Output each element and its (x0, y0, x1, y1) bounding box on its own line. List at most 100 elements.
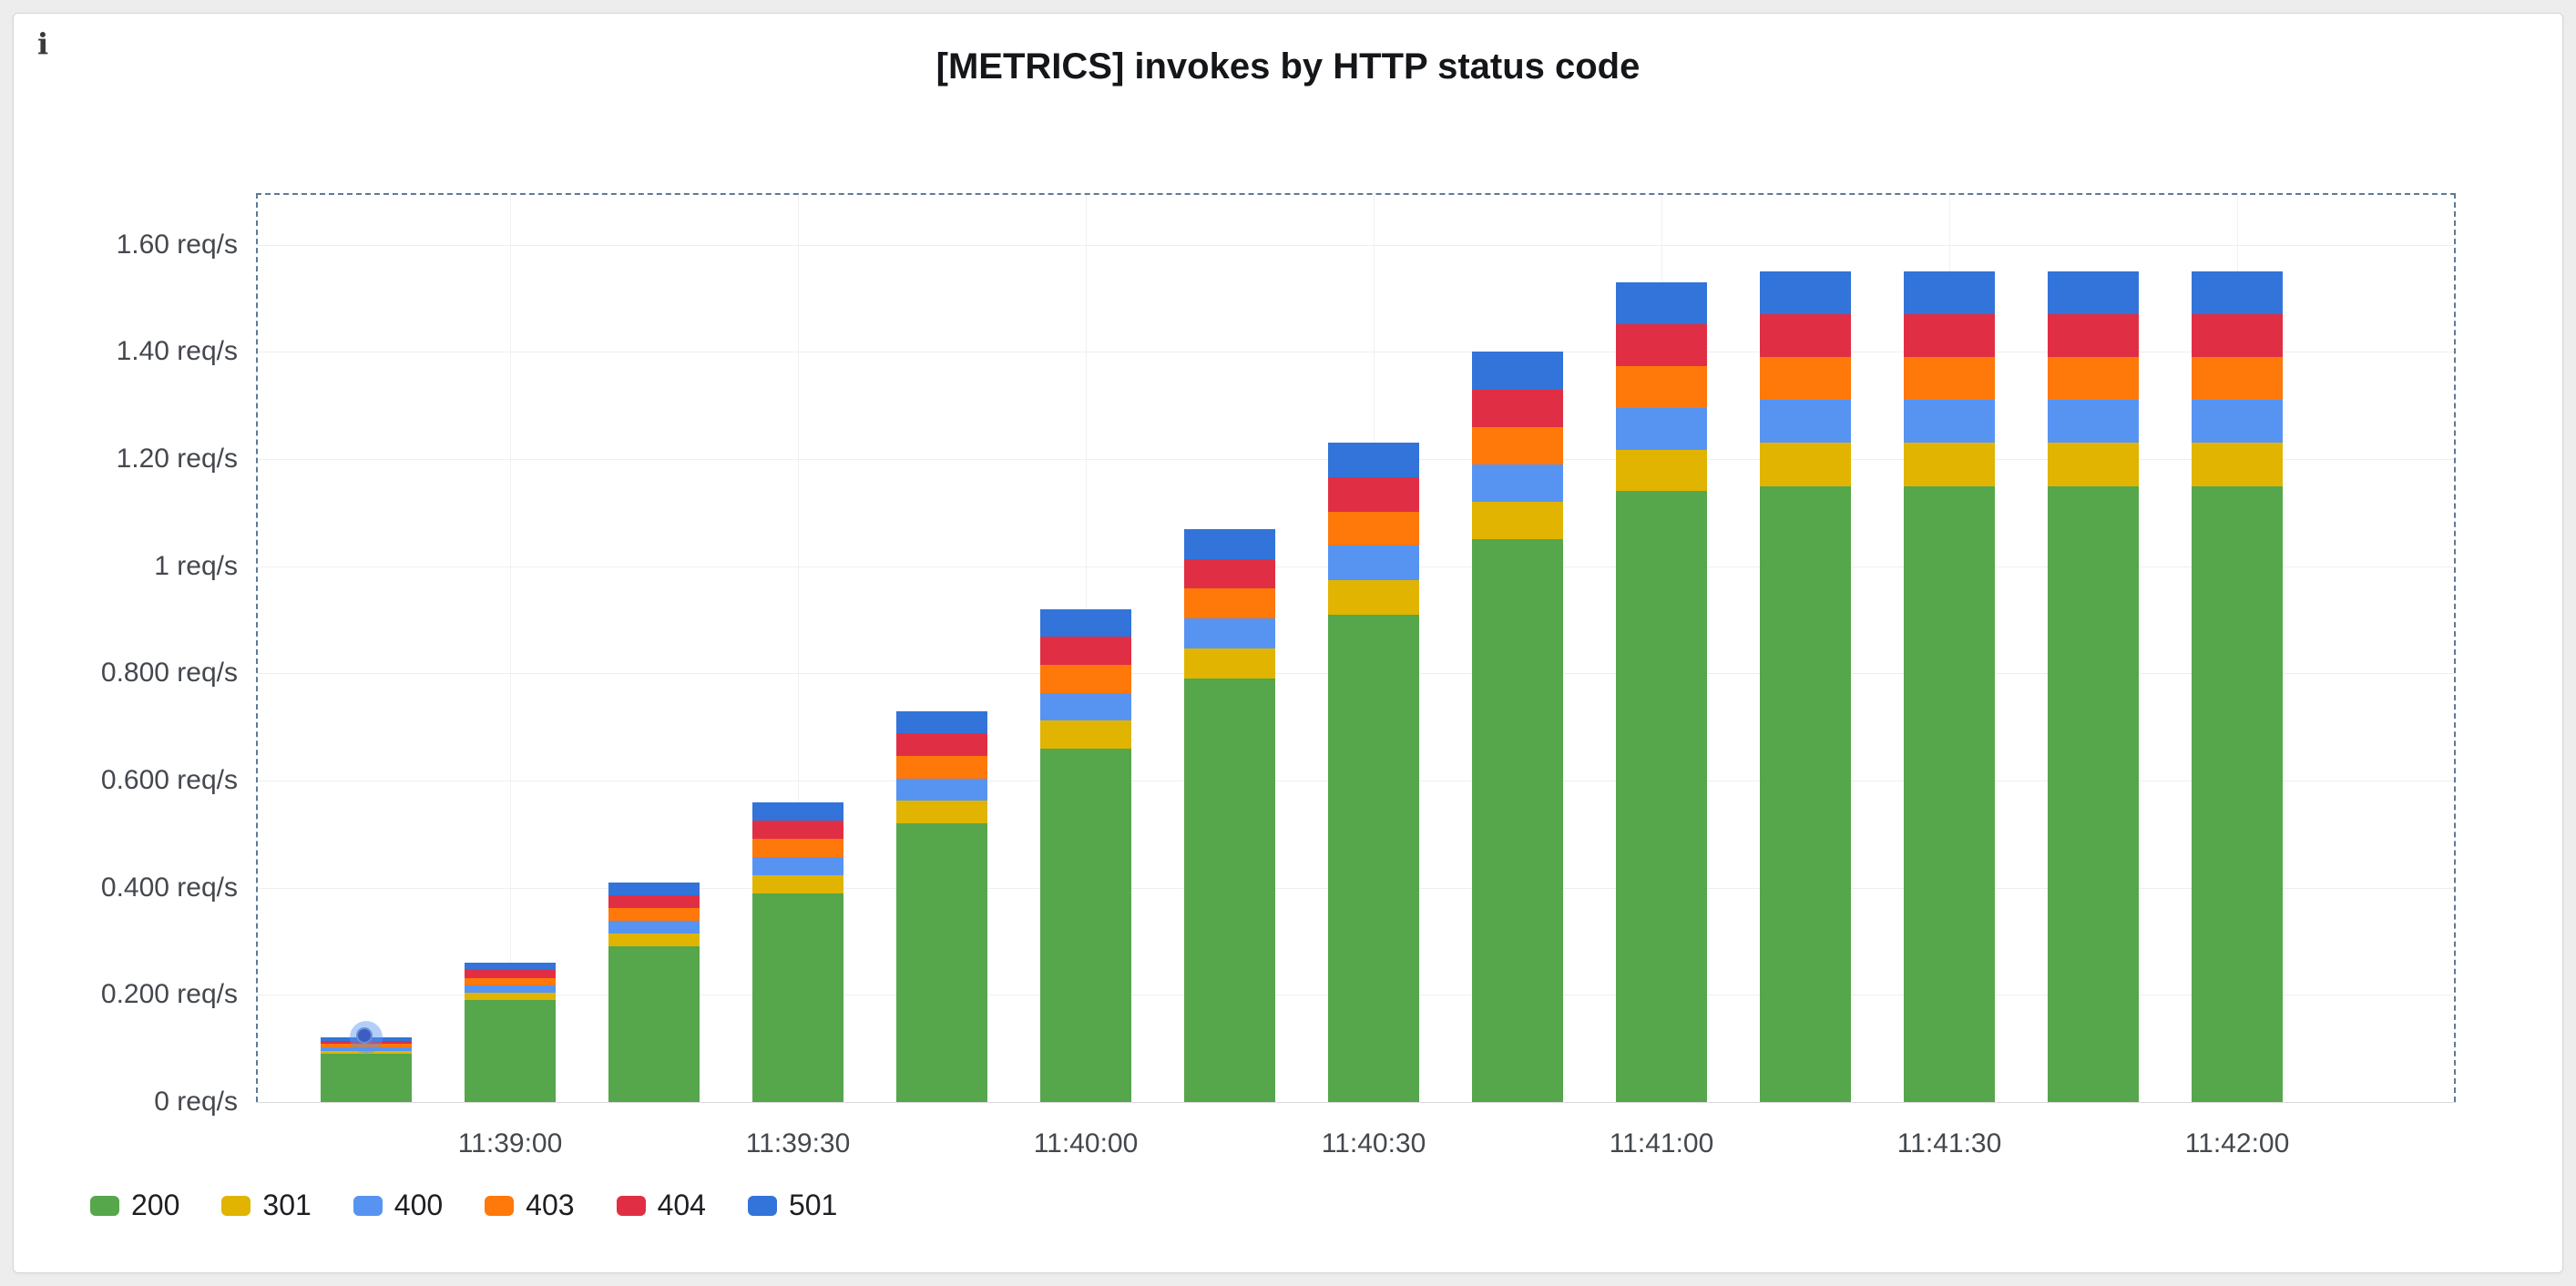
x-axis-label: 11:42:00 (2184, 1128, 2290, 1158)
bar-segment-404[interactable] (1904, 314, 1995, 358)
legend-item-400[interactable]: 400 (353, 1189, 443, 1222)
bar-segment-404[interactable] (1328, 477, 1419, 512)
x-axis-label: 11:40:30 (1321, 1128, 1426, 1158)
bar-segment-404[interactable] (1616, 323, 1707, 366)
bar-segment-301[interactable] (1760, 443, 1851, 486)
bar-segment-200[interactable] (896, 823, 987, 1102)
bar-segment-501[interactable] (1616, 282, 1707, 324)
bar-segment-404[interactable] (1472, 389, 1563, 427)
bar-segment-200[interactable] (752, 893, 843, 1102)
bar-segment-400[interactable] (1904, 400, 1995, 444)
bar-segment-301[interactable] (1616, 449, 1707, 492)
bar-segment-501[interactable] (1904, 271, 1995, 315)
bar-segment-403[interactable] (2048, 357, 2139, 401)
legend-swatch (485, 1195, 515, 1216)
bar-segment-403[interactable] (1040, 665, 1131, 693)
bar-segment-200[interactable] (1904, 485, 1995, 1102)
x-axis-label: 11:40:00 (1033, 1128, 1139, 1158)
legend-item-501[interactable]: 501 (747, 1189, 837, 1222)
bar-segment-403[interactable] (1760, 357, 1851, 401)
bar-segment-403[interactable] (2192, 357, 2283, 401)
legend-label: 403 (526, 1189, 575, 1221)
bar-segment-200[interactable] (1472, 539, 1563, 1102)
bar-segment-400[interactable] (465, 985, 556, 993)
bar-segment-403[interactable] (896, 756, 987, 779)
bar-segment-404[interactable] (465, 970, 556, 978)
bar-segment-404[interactable] (1184, 558, 1275, 589)
legend-item-404[interactable]: 404 (616, 1189, 706, 1222)
bar-segment-501[interactable] (2048, 271, 2139, 315)
bar-segment-301[interactable] (465, 993, 556, 1001)
panel-title[interactable]: [METRICS] invokes by HTTP status code (935, 46, 1641, 87)
bar-segment-501[interactable] (1184, 528, 1275, 559)
bar-segment-200[interactable] (1616, 491, 1707, 1102)
bar-segment-501[interactable] (608, 882, 700, 895)
bar-segment-301[interactable] (2192, 443, 2283, 486)
bar-segment-400[interactable] (1472, 464, 1563, 503)
bar-segment-403[interactable] (1328, 511, 1419, 546)
bar-segment-403[interactable] (1616, 365, 1707, 408)
bar-segment-200[interactable] (2048, 485, 2139, 1102)
bar-segment-404[interactable] (608, 894, 700, 909)
bar-segment-200[interactable] (2192, 485, 2283, 1102)
info-icon[interactable]: i (37, 26, 49, 61)
bar-segment-301[interactable] (2048, 443, 2139, 486)
bar-segment-501[interactable] (1328, 443, 1419, 478)
bar-segment-301[interactable] (608, 934, 700, 947)
bar-segment-403[interactable] (752, 838, 843, 857)
bar-segment-200[interactable] (608, 946, 700, 1102)
bar-segment-400[interactable] (1328, 546, 1419, 581)
bar-segment-301[interactable] (321, 1050, 412, 1055)
bar-segment-400[interactable] (1616, 407, 1707, 450)
bar-segment-400[interactable] (896, 778, 987, 801)
legend-item-301[interactable]: 301 (221, 1189, 312, 1222)
bar-segment-501[interactable] (1472, 352, 1563, 390)
bar-segment-400[interactable] (2048, 400, 2139, 444)
bar-segment-501[interactable] (752, 801, 843, 821)
x-axis-label: 11:39:30 (745, 1128, 851, 1158)
y-axis-label: 1.60 req/s (116, 229, 238, 260)
bar-segment-400[interactable] (752, 856, 843, 875)
bar-segment-301[interactable] (896, 801, 987, 824)
bar-segment-403[interactable] (1904, 357, 1995, 401)
bar-segment-200[interactable] (465, 1000, 556, 1102)
bar-segment-400[interactable] (1184, 618, 1275, 649)
legend-item-200[interactable]: 200 (90, 1189, 179, 1222)
bar-segment-404[interactable] (752, 820, 843, 839)
bar-segment-301[interactable] (1328, 580, 1419, 615)
bar-segment-404[interactable] (2048, 314, 2139, 358)
bar-segment-403[interactable] (1472, 426, 1563, 464)
bar-segment-501[interactable] (1040, 608, 1131, 638)
bar-segment-403[interactable] (465, 977, 556, 985)
bar-segment-404[interactable] (1040, 637, 1131, 665)
bar-segment-200[interactable] (1040, 748, 1131, 1102)
bar-segment-501[interactable] (896, 710, 987, 734)
bar-segment-404[interactable] (896, 733, 987, 756)
bar-segment-501[interactable] (1760, 271, 1851, 315)
bar-segment-404[interactable] (2192, 314, 2283, 358)
bar-segment-301[interactable] (1904, 443, 1995, 486)
bar-segment-400[interactable] (2192, 400, 2283, 444)
bar-segment-301[interactable] (752, 874, 843, 893)
bar-segment-400[interactable] (1040, 692, 1131, 721)
bar-segment-501[interactable] (465, 963, 556, 971)
bar-segment-200[interactable] (1328, 614, 1419, 1102)
bar-segment-301[interactable] (1472, 502, 1563, 540)
bar-segment-403[interactable] (321, 1044, 412, 1047)
bar-segment-400[interactable] (1760, 400, 1851, 444)
bar-segment-301[interactable] (1040, 720, 1131, 749)
chart-area: 0 req/s 0.200 req/s 0.400 req/s 0.600 req/s… (14, 14, 2562, 1272)
x-axis-label: 11:41:30 (1896, 1128, 2002, 1158)
bar-segment-400[interactable] (321, 1047, 412, 1051)
bar-segment-200[interactable] (1760, 485, 1851, 1102)
bar-segment-403[interactable] (1184, 588, 1275, 619)
bar-segment-200[interactable] (321, 1054, 412, 1102)
bar-segment-400[interactable] (608, 921, 700, 934)
bar-segment-404[interactable] (1760, 314, 1851, 358)
bar-segment-501[interactable] (2192, 271, 2283, 315)
bar-segment-403[interactable] (608, 908, 700, 922)
legend-item-403[interactable]: 403 (485, 1189, 575, 1222)
bar-segment-301[interactable] (1184, 648, 1275, 679)
bar-segment-200[interactable] (1184, 679, 1275, 1102)
legend-swatch (221, 1195, 251, 1216)
